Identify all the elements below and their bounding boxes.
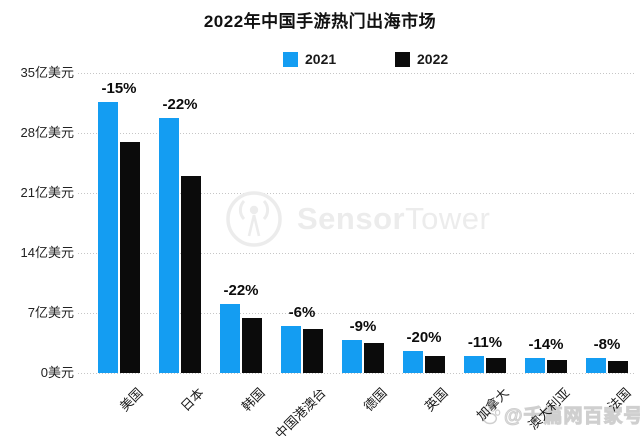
bar-2022-法国 [608,361,628,373]
paw-icon [479,405,501,425]
pct-change-label-中国港澳台: -6% [288,303,316,321]
y-tick-label-0: 0美元 [40,365,74,380]
y-tick-label-35: 35亿美元 [20,65,74,80]
bar-2021-加拿大 [464,355,484,373]
x-tick-label-美国: 美国 [116,385,146,415]
y-tick-label-7: 7亿美元 [27,305,74,320]
pct-change-label-日本: -22% [162,96,198,114]
bar-2021-中国港澳台 [281,325,301,373]
x-tick-label-中国港澳台: 中国港澳台 [272,385,329,436]
gridline-7 [78,313,635,314]
gridline-28 [78,133,635,134]
sensortower-watermark: SensorTower [224,189,490,249]
bar-2022-澳大利亚 [547,360,567,373]
gridline-14 [78,253,635,254]
legend-item-2021: 2021 [283,51,336,67]
bar-2022-韩国 [242,318,262,373]
bar-2021-英国 [403,350,423,373]
gridline-21 [78,193,635,194]
x-tick-label-英国: 英国 [421,385,451,415]
legend-label-2022: 2022 [417,51,449,67]
y-tick-label-14: 14亿美元 [20,245,74,260]
baijiahao-watermark-text: @千篇网百家号 [504,406,640,428]
bar-2022-加拿大 [486,358,506,373]
legend-swatch-2022-icon [395,51,410,67]
x-tick-label-德国: 德国 [360,385,390,415]
bar-2022-英国 [425,355,445,373]
pct-change-label-法国: -8% [593,336,621,354]
legend-label-2021: 2021 [305,51,337,67]
pct-change-label-德国: -9% [349,317,377,335]
y-tick-label-21: 21亿美元 [20,185,74,200]
pct-change-label-韩国: -22% [223,281,259,299]
legend-swatch-2021-icon [283,51,298,67]
bar-2022-美国 [120,141,140,373]
bar-2022-中国港澳台 [303,329,323,373]
pct-change-label-英国: -20% [406,328,442,346]
sensortower-logo-icon [226,191,282,247]
chart-title: 2022年中国手游热门出海市场 [203,12,437,31]
x-tick-label-韩国: 韩国 [238,385,268,415]
gridline-35 [78,73,635,74]
pct-change-label-澳大利亚: -14% [528,335,564,353]
bar-2021-法国 [586,358,606,373]
bar-2021-澳大利亚 [525,357,545,373]
x-tick-label-日本: 日本 [177,385,207,415]
sensortower-watermark-text: SensorTower [297,201,491,236]
y-tick-label-28: 28亿美元 [20,125,74,140]
pct-change-label-加拿大: -11% [467,333,503,351]
bar-2022-德国 [364,343,384,373]
bar-2021-韩国 [220,303,240,373]
bar-2021-德国 [342,339,362,373]
bar-2022-日本 [181,175,201,373]
legend-item-2022: 2022 [395,51,448,67]
baijiahao-watermark: @千篇网百家号 [479,401,640,428]
bar-2021-美国 [98,102,118,373]
pct-change-label-美国: -15% [101,80,137,98]
gridline-0 [78,373,635,374]
bar-2021-日本 [159,118,179,373]
